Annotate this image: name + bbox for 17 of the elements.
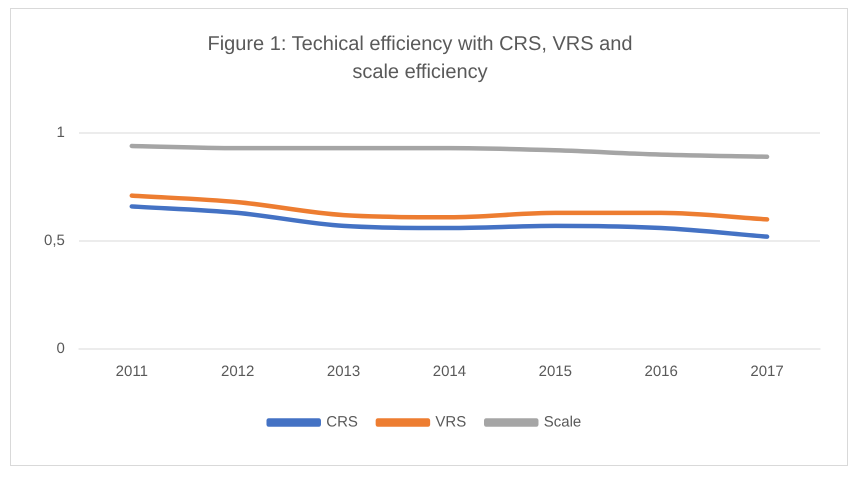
y-tick-label: 1	[56, 124, 65, 142]
y-tick-label: 0,5	[44, 232, 65, 250]
x-tick-label: 2016	[644, 363, 678, 380]
chart-title: Figure 1: Techical efficiency with CRS, VRS and scale efficiency	[206, 32, 634, 85]
x-tick-label: 2013	[326, 363, 360, 380]
line-series	[130, 193, 770, 222]
legend-label: VRS	[435, 414, 466, 431]
x-tick-label: 2012	[220, 363, 254, 380]
line-series	[130, 204, 770, 239]
x-tick-label: 2017	[750, 363, 784, 380]
x-tick-label: 2015	[538, 363, 572, 380]
line-series	[130, 144, 770, 160]
legend-label: Scale	[544, 414, 582, 431]
x-tick-label: 2011	[116, 363, 148, 380]
legend-label: CRS	[326, 414, 358, 431]
y-tick-label: 0	[56, 340, 65, 358]
x-tick-label: 2014	[432, 363, 466, 380]
